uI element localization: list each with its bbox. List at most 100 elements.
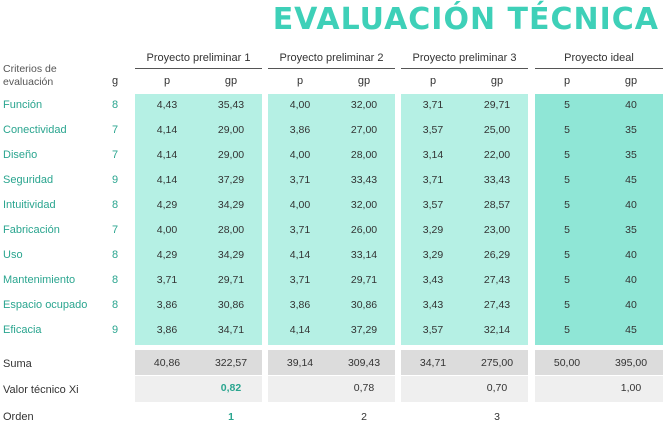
cell-p: 3,57 xyxy=(422,124,444,136)
criterion-weight: 7 xyxy=(112,124,119,136)
valor-tecnico: 0,78 xyxy=(353,382,375,394)
project-panel xyxy=(268,94,395,345)
cell-p: 3,86 xyxy=(289,299,311,311)
cell-gp: 40 xyxy=(625,199,637,211)
criterion-weight: 9 xyxy=(112,174,119,186)
cell-p: 4,14 xyxy=(156,149,178,161)
cell-p: 5 xyxy=(564,174,570,186)
column-header-p: p xyxy=(296,75,304,87)
valor-panel xyxy=(535,376,663,402)
cell-p: 4,14 xyxy=(289,249,311,261)
criterion-label: Intuitividad xyxy=(3,199,56,211)
valor-panel xyxy=(135,376,262,402)
column-header-p: p xyxy=(429,75,437,87)
page-title: EVALUACIÓN TÉCNICA xyxy=(272,2,659,37)
sum-panel xyxy=(268,350,395,375)
cell-p: 3,29 xyxy=(422,249,444,261)
sum-gp: 395,00 xyxy=(614,357,648,369)
sum-gp: 309,43 xyxy=(347,357,381,369)
cell-gp: 32,00 xyxy=(350,199,378,211)
cell-p: 3,71 xyxy=(422,99,444,111)
cell-gp: 32,00 xyxy=(350,99,378,111)
cell-p: 4,14 xyxy=(156,174,178,186)
criterion-label: Diseño xyxy=(3,149,38,161)
column-header-gp: gp xyxy=(624,75,638,87)
cell-gp: 27,43 xyxy=(483,274,511,286)
criterion-label: Uso xyxy=(3,249,23,261)
criterion-weight: 7 xyxy=(112,149,119,161)
project-header: Proyecto preliminar 1 xyxy=(135,52,262,69)
cell-gp: 37,29 xyxy=(217,174,245,186)
cell-gp: 27,00 xyxy=(350,124,378,136)
project-panel xyxy=(535,94,663,345)
project-panel xyxy=(401,94,528,345)
cell-gp: 40 xyxy=(625,249,637,261)
criterion-label: Eficacia xyxy=(3,324,42,336)
criterion-weight: 9 xyxy=(112,324,119,336)
cell-gp: 33,14 xyxy=(350,249,378,261)
sum-panel xyxy=(135,350,262,375)
column-header-gp: gp xyxy=(490,75,504,87)
cell-p: 4,00 xyxy=(289,99,311,111)
project-header: Proyecto ideal xyxy=(535,52,663,69)
cell-p: 3,71 xyxy=(156,274,178,286)
cell-gp: 34,71 xyxy=(217,324,245,336)
cell-p: 5 xyxy=(564,124,570,136)
cell-p: 3,71 xyxy=(289,174,311,186)
cell-gp: 40 xyxy=(625,299,637,311)
sum-panel xyxy=(401,350,528,375)
project-name: Proyecto preliminar 2 xyxy=(279,52,384,64)
cell-gp: 37,29 xyxy=(350,324,378,336)
criteria-header: Criterios de evaluación xyxy=(3,63,57,88)
criterion-label: Mantenimiento xyxy=(3,274,76,286)
criterion-weight: 8 xyxy=(112,99,119,111)
cell-p: 3,43 xyxy=(422,299,444,311)
cell-gp: 25,00 xyxy=(483,124,511,136)
cell-p: 5 xyxy=(564,99,570,111)
sum-gp: 322,57 xyxy=(214,357,248,369)
cell-p: 3,71 xyxy=(289,274,311,286)
criterion-weight: 7 xyxy=(112,224,119,236)
cell-p: 5 xyxy=(564,299,570,311)
cell-p: 4,00 xyxy=(289,149,311,161)
cell-gp: 35 xyxy=(625,224,637,236)
cell-gp: 23,00 xyxy=(483,224,511,236)
criterion-label: Espacio ocupado xyxy=(3,299,88,311)
cell-p: 5 xyxy=(564,199,570,211)
cell-p: 3,57 xyxy=(422,199,444,211)
sum-p: 50,00 xyxy=(553,357,581,369)
criterion-weight: 8 xyxy=(112,274,119,286)
cell-gp: 33,43 xyxy=(350,174,378,186)
cell-gp: 34,29 xyxy=(217,249,245,261)
project-panel xyxy=(135,94,262,345)
cell-p: 3,14 xyxy=(422,149,444,161)
orden: 3 xyxy=(494,411,500,423)
criterion-label: Seguridad xyxy=(3,174,54,186)
cell-p: 4,14 xyxy=(289,324,311,336)
cell-p: 3,29 xyxy=(422,224,444,236)
column-header-gp: gp xyxy=(357,75,371,87)
cell-gp: 40 xyxy=(625,99,637,111)
cell-gp: 29,71 xyxy=(217,274,245,286)
cell-p: 5 xyxy=(564,324,570,336)
criterion-label: Función xyxy=(3,99,43,111)
sum-p: 34,71 xyxy=(419,357,447,369)
valor-tecnico: 0,82 xyxy=(220,382,242,394)
cell-gp: 29,00 xyxy=(217,149,245,161)
g-header: g xyxy=(112,75,119,87)
cell-p: 4,29 xyxy=(156,249,178,261)
cell-p: 3,86 xyxy=(289,124,311,136)
cell-gp: 45 xyxy=(625,324,637,336)
sum-p: 40,86 xyxy=(153,357,181,369)
cell-p: 4,00 xyxy=(156,224,178,236)
valor-tecnico: 0,70 xyxy=(486,382,508,394)
cell-p: 5 xyxy=(564,274,570,286)
orden-label: Orden xyxy=(3,411,34,423)
cell-gp: 28,00 xyxy=(217,224,245,236)
column-header-gp: gp xyxy=(224,75,238,87)
cell-gp: 28,00 xyxy=(350,149,378,161)
project-name: Proyecto preliminar 3 xyxy=(412,52,517,64)
criterion-label: Conectividad xyxy=(3,124,67,136)
criterion-weight: 8 xyxy=(112,199,119,211)
orden: 1 xyxy=(228,411,234,423)
